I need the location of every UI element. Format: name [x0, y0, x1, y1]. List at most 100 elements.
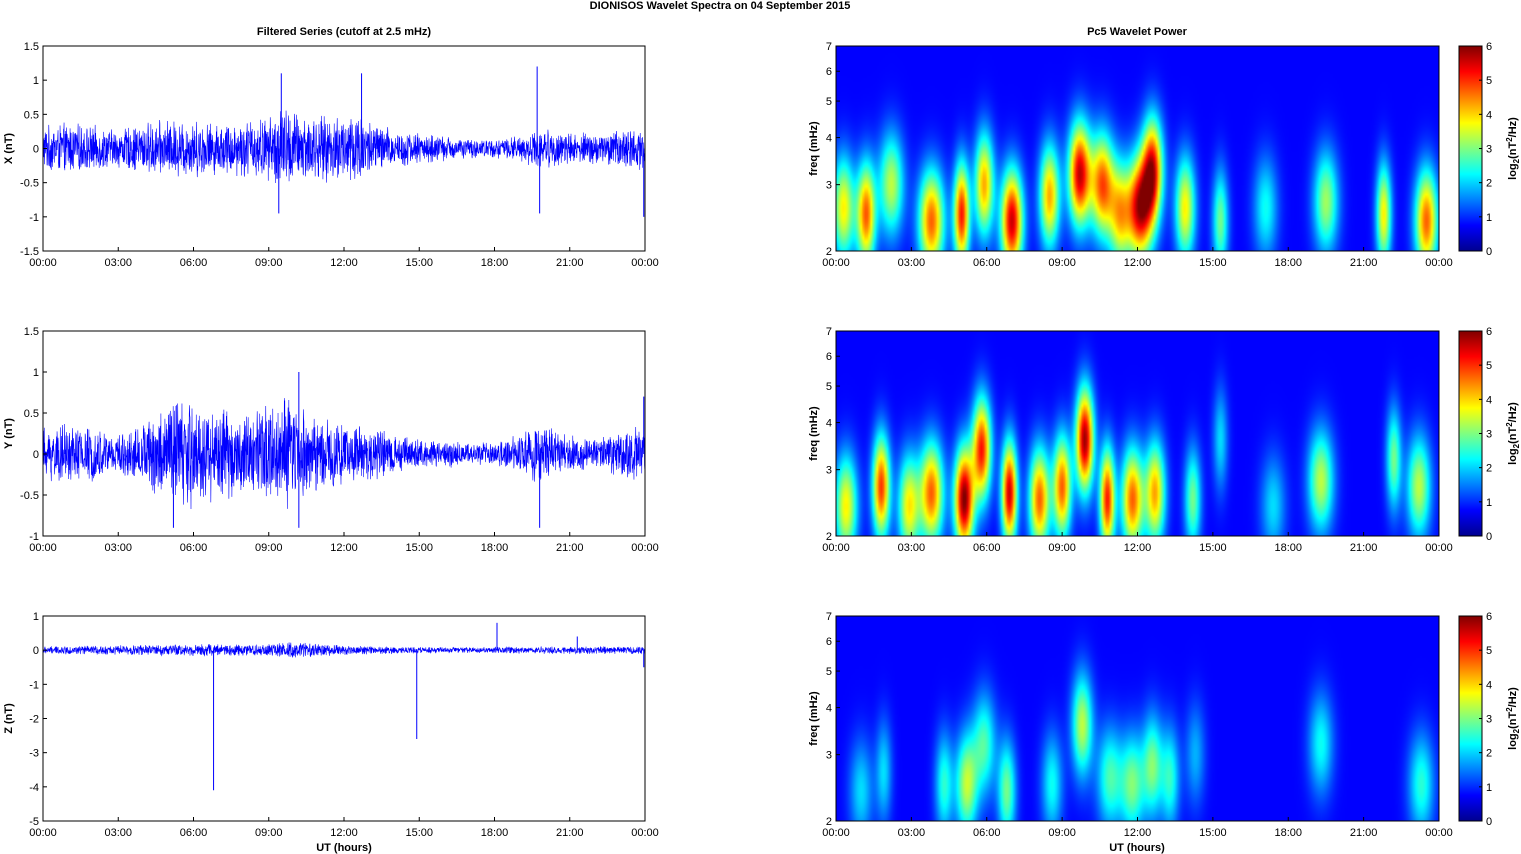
- wavelet-y-colorbar-label: log2(nT2/Hz): [1505, 402, 1521, 465]
- wavelet-x-xtick-label: 18:00: [1274, 257, 1302, 269]
- series-z-xtick-label: 03:00: [104, 827, 132, 839]
- series-x-ytick-label: 0: [33, 144, 39, 156]
- wavelet-y-ytick-label: 2: [826, 531, 832, 543]
- left-xlabel: UT (hours): [316, 842, 372, 854]
- wavelet-z-colorbar-label: log2(nT2/Hz): [1505, 687, 1521, 750]
- wavelet-z-ytick-label: 2: [826, 816, 832, 828]
- wavelet-z-xtick-label: 00:00: [1425, 827, 1453, 839]
- series-x-panel: -1.5 -1 -0.5 0 0.5 1 1.5 X (nT): [3, 41, 646, 258]
- series-z-ytick-label: -3: [29, 748, 39, 760]
- figure-title: DIONISOS Wavelet Spectra on 04 September…: [590, 0, 851, 12]
- series-x-xtick-label: 15:00: [405, 257, 433, 269]
- series-x-ytick-label: -1: [29, 212, 39, 224]
- series-y-xtick-label: 21:00: [556, 542, 584, 554]
- series-z-panel: -5 -4 -3 -2 -1 0 1 Z (nT): [3, 611, 646, 828]
- wavelet-x-ytick-label: 2: [826, 246, 832, 258]
- wavelet-x-xtick-label: 00:00: [822, 257, 850, 269]
- series-z-ytick-label: 0: [33, 645, 39, 657]
- wavelet-x-xtick-label: 03:00: [898, 257, 926, 269]
- series-x-xtick-label: 12:00: [330, 257, 358, 269]
- wavelet-y-xtick-label: 18:00: [1274, 542, 1302, 554]
- wavelet-y-colorbar-tick-label: 3: [1486, 429, 1492, 441]
- right-xlabel: UT (hours): [1109, 842, 1165, 854]
- series-z-trace: [42, 642, 646, 658]
- wavelet-z-ytick-label: 4: [826, 703, 832, 715]
- series-z-ytick-label: 1: [33, 611, 39, 623]
- series-z-xtick-label: 00:00: [631, 827, 659, 839]
- wavelet-x-colorbar-label: log2(nT2/Hz): [1505, 117, 1521, 180]
- wavelet-y-xtick-label: 12:00: [1124, 542, 1152, 554]
- wavelet-y-ytick-label: 3: [826, 465, 832, 477]
- wavelet-z-colorbar-tick-label: 2: [1486, 748, 1492, 760]
- series-y-ylabel: Y (nT): [3, 418, 15, 449]
- wavelet-x-panel: 2 3 4 5 6 7 freq (mHz) 0 1 2 3 4 5 6 log2(nT2/Hz): [808, 41, 1521, 258]
- wavelet-x-colorbar: [1458, 45, 1483, 252]
- wavelet-x-ytick-label: 6: [826, 66, 832, 78]
- series-x-ytick-label: 1.5: [24, 41, 39, 53]
- wavelet-z-xtick-label: 15:00: [1199, 827, 1227, 839]
- series-y-ytick-label: 1: [33, 367, 39, 379]
- wavelet-x-heatmap: [836, 46, 1439, 251]
- series-y-xtick-label: 09:00: [255, 542, 283, 554]
- wavelet-x-xtick-label: 21:00: [1350, 257, 1378, 269]
- wavelet-z-colorbar: [1458, 615, 1483, 822]
- wavelet-z-heatmap: [836, 616, 1439, 821]
- wavelet-y-xtick-label: 09:00: [1048, 542, 1076, 554]
- left-column-title: Filtered Series (cutoff at 2.5 mHz): [257, 26, 432, 38]
- wavelet-x-ytick-label: 3: [826, 180, 832, 192]
- series-z-xtick-label: 15:00: [405, 827, 433, 839]
- series-y-ytick-label: -0.5: [20, 490, 39, 502]
- wavelet-x-colorbar-tick-label: 0: [1486, 246, 1492, 258]
- wavelet-y-xtick-label: 00:00: [1425, 542, 1453, 554]
- wavelet-x-xtick-label: 15:00: [1199, 257, 1227, 269]
- wavelet-z-xtick-label: 09:00: [1048, 827, 1076, 839]
- wavelet-y-colorbar-tick-label: 6: [1486, 326, 1492, 338]
- wavelet-x-xtick-label: 12:00: [1124, 257, 1152, 269]
- wavelet-x-ytick-label: 7: [826, 41, 832, 53]
- wavelet-x-xtick-label: 06:00: [973, 257, 1001, 269]
- wavelet-x-colorbar-tick-label: 4: [1486, 109, 1492, 121]
- right-column-title: Pc5 Wavelet Power: [1087, 26, 1188, 38]
- series-y-trace: [42, 398, 646, 509]
- series-z-ytick-label: -4: [29, 782, 39, 794]
- wavelet-z-ytick-label: 3: [826, 750, 832, 762]
- wavelet-y-colorbar-tick-label: 5: [1486, 360, 1492, 372]
- series-y-ytick-label: 0: [33, 449, 39, 461]
- series-x-xtick-label: 06:00: [180, 257, 208, 269]
- panels: -1.5 -1 -0.5 0 0.5 1 1.5 X (nT) 00:00 03:00 06:00 0…: [3, 41, 1521, 839]
- wavelet-z-colorbar-tick-label: 6: [1486, 611, 1492, 623]
- series-x-xtick-label: 00:00: [29, 257, 57, 269]
- wavelet-z-xtick-label: 00:00: [822, 827, 850, 839]
- wavelet-x-colorbar-tick-label: 1: [1486, 212, 1492, 224]
- wavelet-x-colorbar-tick-label: 6: [1486, 41, 1492, 53]
- wavelet-y-ytick-label: 5: [826, 381, 832, 393]
- series-y-ytick-label: 1.5: [24, 326, 39, 338]
- series-x-xtick-label: 21:00: [556, 257, 584, 269]
- series-z-xtick-label: 12:00: [330, 827, 358, 839]
- wavelet-y-xtick-label: 21:00: [1350, 542, 1378, 554]
- wavelet-x-ylabel: freq (mHz): [808, 121, 820, 176]
- wavelet-z-colorbar-tick-label: 1: [1486, 782, 1492, 794]
- series-y-xtick-label: 12:00: [330, 542, 358, 554]
- series-y-xtick-label: 03:00: [104, 542, 132, 554]
- wavelet-x-ytick-label: 5: [826, 96, 832, 108]
- series-y-xtick-label: 00:00: [631, 542, 659, 554]
- series-z-xtick-label: 00:00: [29, 827, 57, 839]
- series-x-xtick-label: 09:00: [255, 257, 283, 269]
- series-z-ytick-label: -2: [29, 714, 39, 726]
- wavelet-z-ytick-label: 6: [826, 636, 832, 648]
- series-x-trace: [42, 110, 646, 184]
- wavelet-y-panel: 2 3 4 5 6 7 freq (mHz) 0 1 2 3 4 5 6 log2(nT2/Hz): [808, 326, 1521, 543]
- series-z-xtick-label: 06:00: [180, 827, 208, 839]
- wavelet-y-ylabel: freq (mHz): [808, 406, 820, 461]
- series-x-ylabel: X (nT): [3, 133, 15, 164]
- wavelet-z-xtick-label: 03:00: [898, 827, 926, 839]
- wavelet-y-ytick-label: 7: [826, 326, 832, 338]
- series-z-ylabel: Z (nT): [3, 703, 15, 734]
- wavelet-y-heatmap: [836, 331, 1439, 536]
- series-z-ytick-label: -1: [29, 679, 39, 691]
- wavelet-y-xtick-label: 00:00: [822, 542, 850, 554]
- series-z-xtick-label: 21:00: [556, 827, 584, 839]
- wavelet-x-ytick-label: 4: [826, 133, 832, 145]
- series-x-xtick-label: 03:00: [104, 257, 132, 269]
